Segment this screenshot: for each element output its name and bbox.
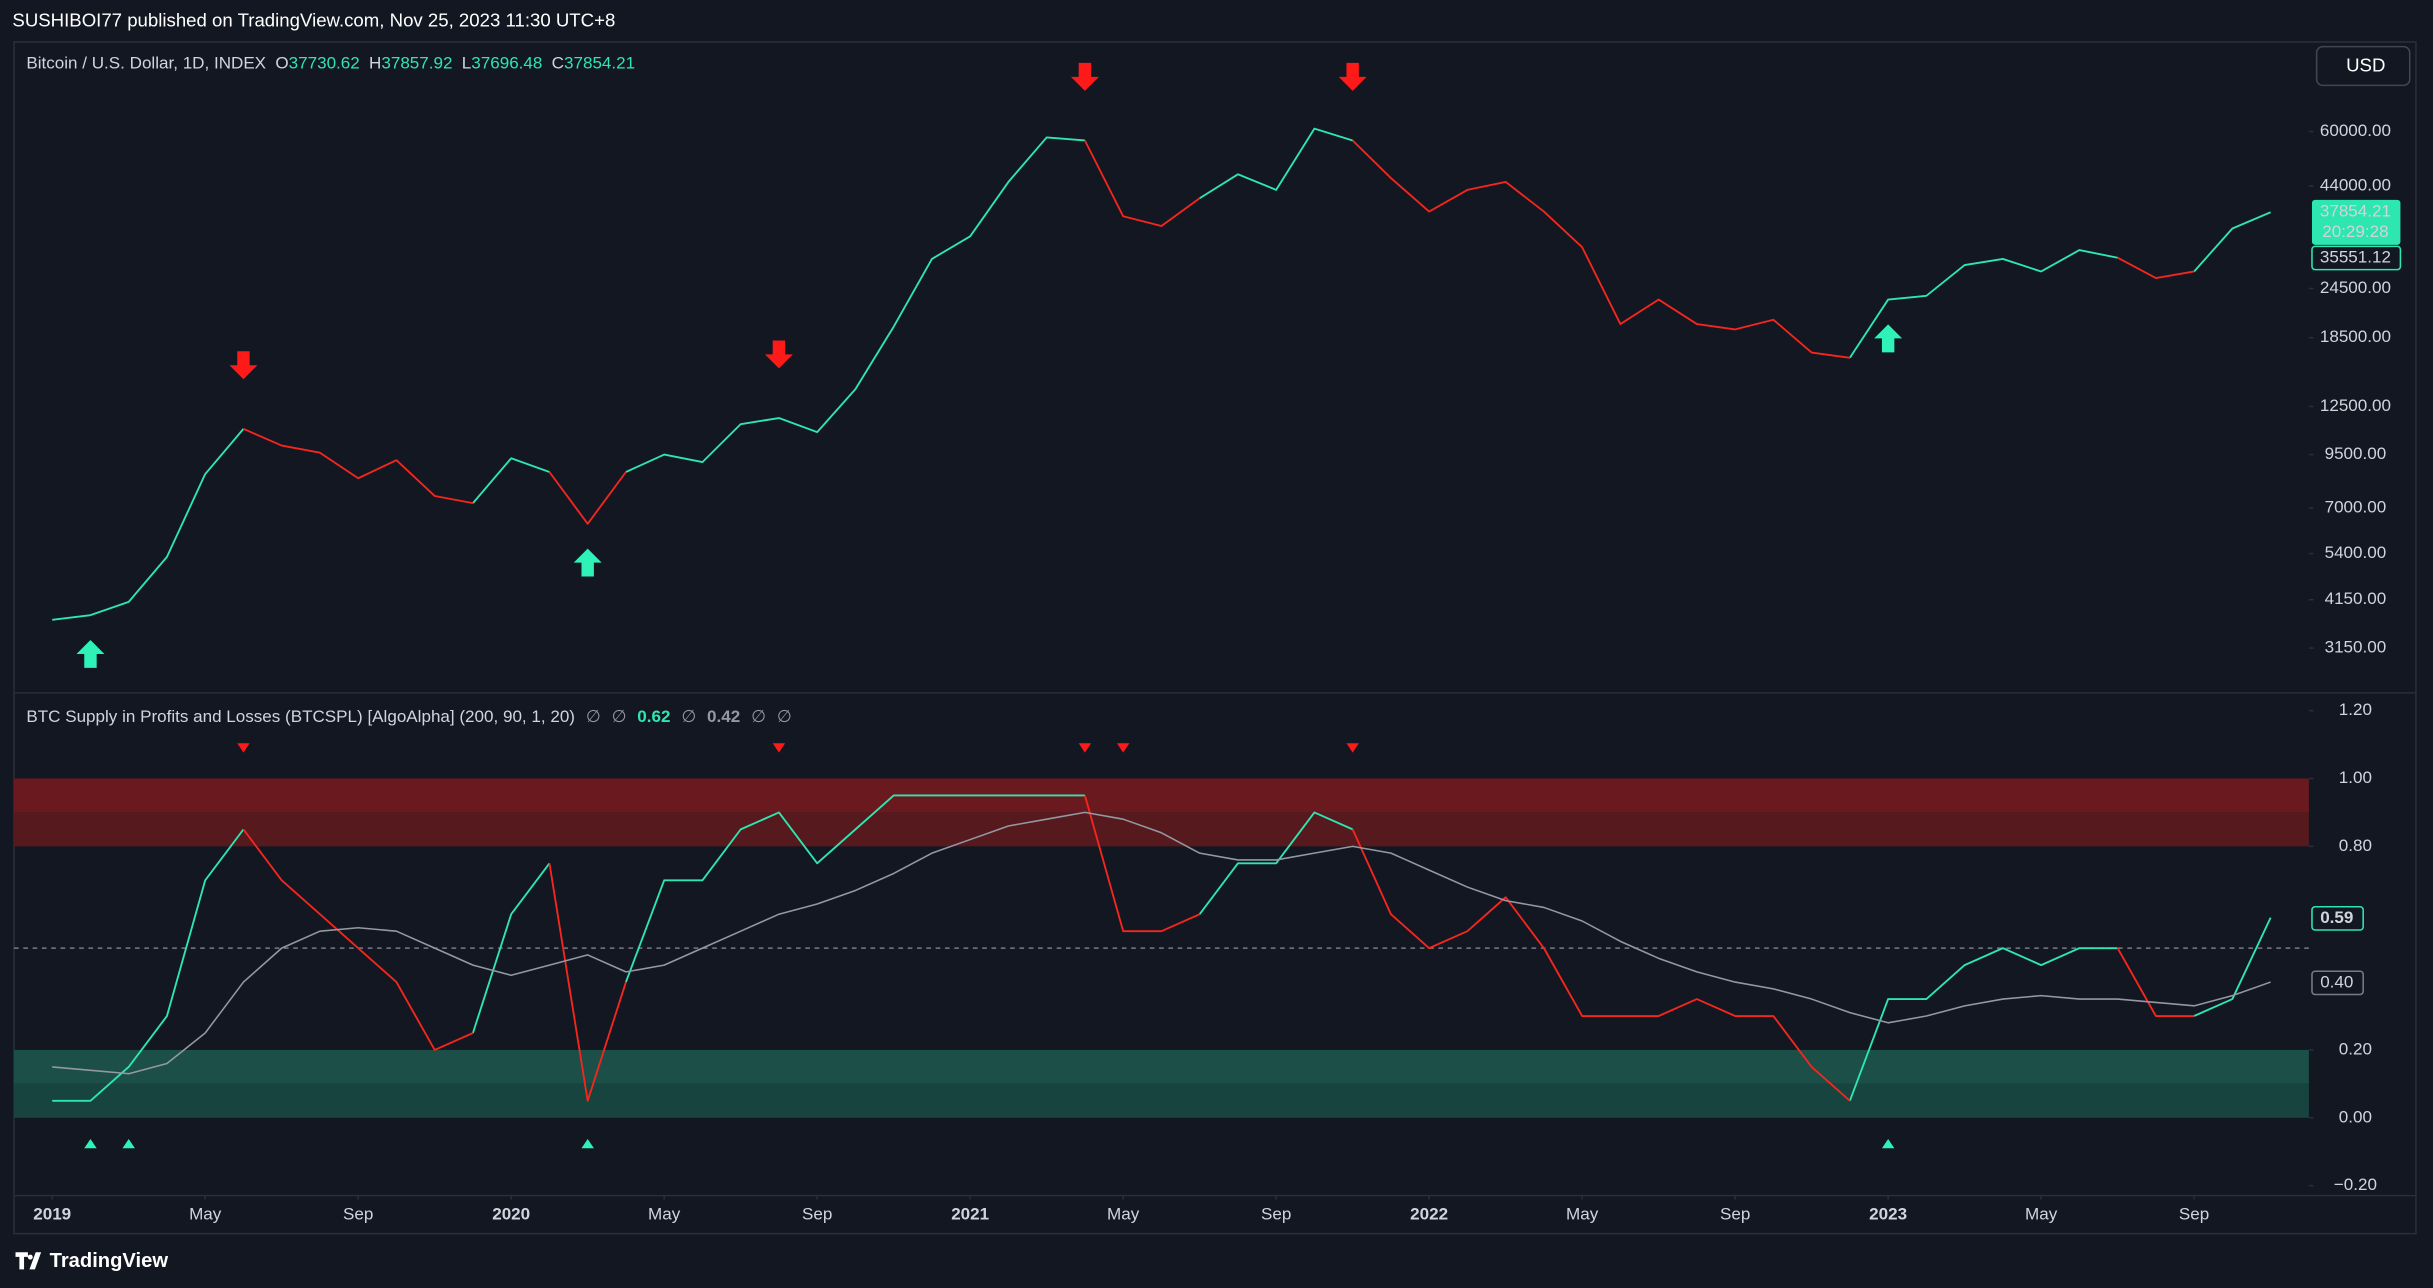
- sell-arrow: [764, 340, 793, 369]
- y-tick-label: 7000.00: [2325, 498, 2387, 517]
- ohlc-label: L: [462, 53, 471, 72]
- series-line: [242, 795, 2195, 1102]
- y-tick-label: 0.00: [2339, 1107, 2372, 1126]
- zone: [13, 1083, 2309, 1118]
- pane-title: Bitcoin / U.S. Dollar, 1D, INDEX: [26, 53, 266, 72]
- level-label: 35551.12: [2320, 248, 2391, 267]
- legend-symbol: ∅: [751, 706, 766, 725]
- zone: [13, 778, 2309, 813]
- buy-marker: [581, 1138, 594, 1149]
- x-tick-label: Sep: [802, 1205, 832, 1224]
- y-tick-label: 1.00: [2339, 768, 2372, 787]
- sell-marker: [1116, 743, 1130, 753]
- ohlc-value: 37854.21: [564, 53, 635, 72]
- y-tick-label: 5400.00: [2325, 543, 2387, 562]
- ma-value-badge: [2311, 970, 2364, 996]
- x-tick-label: 2023: [1869, 1205, 1907, 1224]
- x-tick-label: Sep: [1261, 1205, 1291, 1224]
- currency-label[interactable]: USD: [2346, 55, 2385, 76]
- x-tick-label: 2019: [33, 1205, 71, 1224]
- legend-value: 0.62: [637, 706, 670, 725]
- series-line: [52, 794, 2272, 1102]
- y-tick-label: 4150.00: [2325, 589, 2387, 608]
- legend-value: 0.42: [707, 706, 740, 725]
- buy-marker: [84, 1138, 97, 1149]
- last-price-badge: [2311, 199, 2401, 245]
- x-tick-label: May: [1107, 1205, 1140, 1224]
- legend-symbol: ∅: [586, 706, 601, 725]
- last-value-label: 0.59: [2320, 908, 2353, 927]
- last-price-label: 37854.21: [2320, 202, 2391, 221]
- sell-marker: [1078, 743, 1092, 753]
- pane-title: BTC Supply in Profits and Losses (BTCSPL…: [26, 706, 575, 725]
- y-tick-label: 0.20: [2339, 1039, 2372, 1058]
- ohlc-value: 37857.92: [381, 53, 452, 72]
- x-tick-label: 2020: [492, 1205, 530, 1224]
- x-tick-label: Sep: [343, 1205, 373, 1224]
- ma-value-label: 0.40: [2320, 972, 2353, 991]
- x-tick-label: Sep: [1720, 1205, 1750, 1224]
- y-tick-label: 9500.00: [2325, 444, 2387, 463]
- x-tick-label: May: [2025, 1205, 2058, 1224]
- series-line: [52, 811, 2271, 1075]
- series-line: [52, 127, 2271, 621]
- chart-frame: [13, 41, 2417, 1235]
- y-tick-label: 24500.00: [2320, 278, 2391, 297]
- buy-arrow: [573, 548, 602, 577]
- last-value-badge: [2311, 905, 2364, 931]
- sell-arrow: [1338, 62, 1367, 91]
- pane-legend: Bitcoin / U.S. Dollar, 1D, INDEX O37730.6…: [26, 53, 635, 72]
- sell-marker: [772, 743, 786, 753]
- pane-legend: BTC Supply in Profits and Losses (BTCSPL…: [26, 706, 791, 725]
- level-badge: [2311, 245, 2402, 271]
- buy-marker: [1881, 1138, 1895, 1149]
- x-tick-label: Sep: [2179, 1205, 2209, 1224]
- ohlc-value: 37696.48: [471, 53, 542, 72]
- sell-marker: [1346, 743, 1359, 753]
- x-tick-label: May: [648, 1205, 681, 1224]
- buy-arrow: [1874, 324, 1903, 353]
- y-tick-label: 18500.00: [2320, 327, 2391, 346]
- footer-logo: [15, 1252, 42, 1270]
- countdown-label: 20:29:28: [2322, 222, 2388, 241]
- legend-symbol: ∅: [777, 706, 792, 725]
- sell-marker: [237, 743, 250, 753]
- currency-button[interactable]: [2315, 45, 2411, 87]
- x-tick-label: 2021: [951, 1205, 989, 1224]
- ohlc-label: H: [369, 53, 381, 72]
- ohlc-value: 37730.62: [289, 53, 360, 72]
- y-tick-label: 60000.00: [2320, 121, 2391, 140]
- legend-symbol: ∅: [681, 706, 696, 725]
- y-tick-label: −0.20: [2334, 1175, 2377, 1194]
- legend-symbol: ∅: [612, 706, 627, 725]
- series-line: [243, 139, 2195, 525]
- x-tick-label: May: [1566, 1205, 1599, 1224]
- publisher-line: SUSHIBOI77 published on TradingView.com,…: [12, 10, 615, 31]
- ohlc-label: O: [275, 53, 288, 72]
- footer-brand: TradingView: [50, 1250, 169, 1272]
- y-tick-label: 1.20: [2339, 700, 2372, 719]
- y-tick-label: 44000.00: [2320, 175, 2391, 194]
- y-tick-label: 12500.00: [2320, 396, 2391, 415]
- y-tick-label: 3150.00: [2325, 638, 2387, 657]
- zone: [13, 1049, 2309, 1084]
- x-tick-label: May: [189, 1205, 222, 1224]
- zone: [13, 812, 2309, 847]
- buy-marker: [122, 1138, 135, 1149]
- x-tick-label: 2022: [1410, 1205, 1448, 1224]
- ohlc-label: C: [552, 53, 564, 72]
- y-tick-label: 0.80: [2339, 836, 2372, 855]
